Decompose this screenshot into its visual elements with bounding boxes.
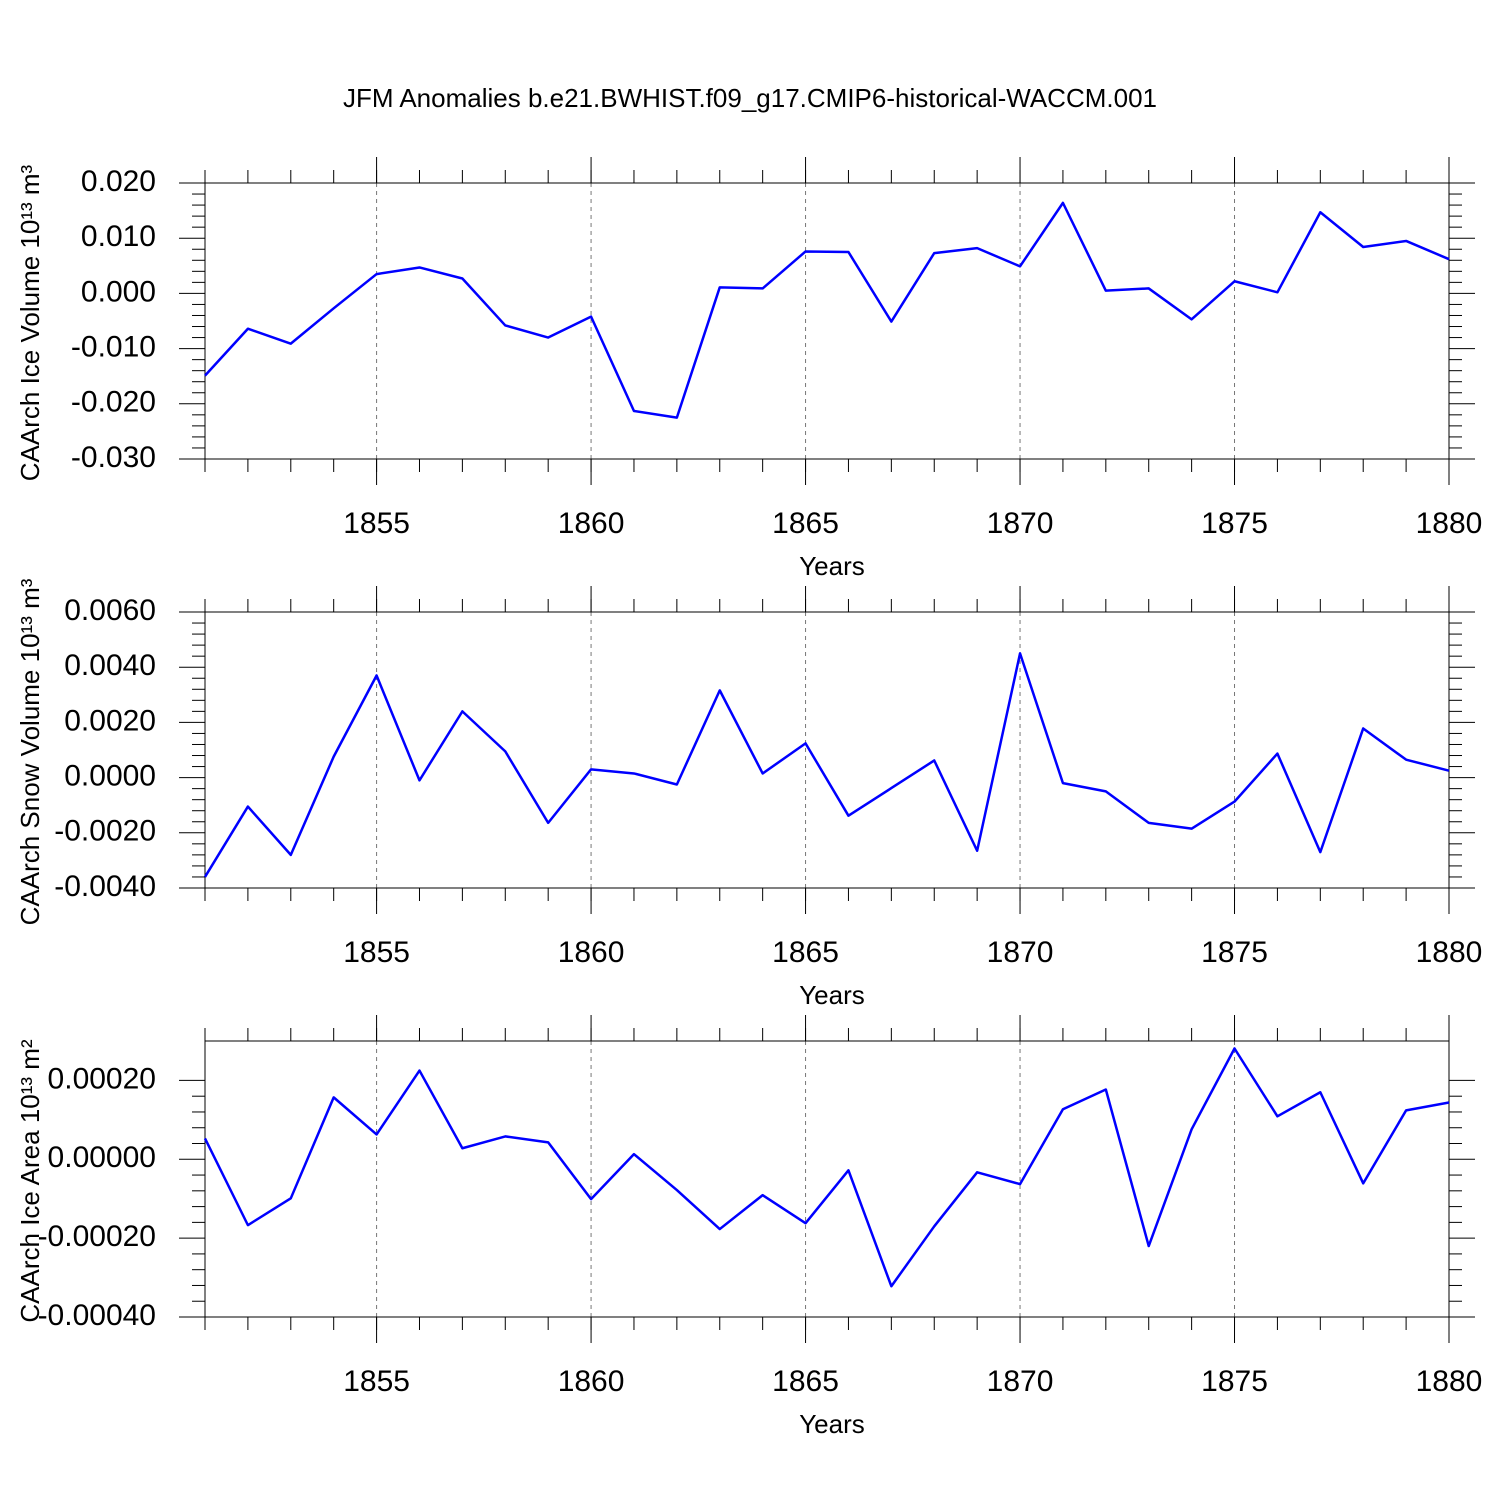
- x-axis-title: Years: [799, 551, 865, 581]
- x-tick-label: 1880: [1416, 1365, 1483, 1398]
- x-tick-label: 1880: [1416, 936, 1483, 969]
- x-tick-label: 1860: [558, 507, 625, 540]
- y-tick-label: 0.020: [81, 165, 156, 198]
- y-tick-label: 0.00000: [48, 1141, 156, 1174]
- x-tick-label: 1870: [987, 936, 1054, 969]
- y-tick-label: -0.00020: [38, 1220, 156, 1253]
- y-tick-label: 0.00020: [48, 1062, 156, 1095]
- x-axis-title: Years: [799, 1409, 865, 1439]
- x-tick-label: 1875: [1201, 936, 1268, 969]
- x-tick-label: 1865: [772, 936, 839, 969]
- x-axis-title: Years: [799, 980, 865, 1010]
- plot-frame: [204, 1040, 1450, 1318]
- x-tick-label: 1860: [558, 1365, 625, 1398]
- y-tick-label: 0.0020: [64, 704, 156, 737]
- data-line: [204, 201, 1450, 419]
- x-tick-label: 1855: [343, 1365, 410, 1398]
- y-tick-label: 0.000: [81, 275, 156, 308]
- x-tick-label: 1875: [1201, 507, 1268, 540]
- x-tick-label: 1875: [1201, 1365, 1268, 1398]
- y-tick-label: 0.010: [81, 220, 156, 253]
- y-axis-title: CAArch Ice Area 10¹³ m²: [15, 1039, 45, 1323]
- y-tick-label: -0.010: [71, 331, 156, 364]
- y-axis-title: CAArch Snow Volume 10¹³ m³: [15, 578, 45, 925]
- plot-frame: [204, 182, 1450, 460]
- x-tick-label: 1865: [772, 507, 839, 540]
- y-tick-label: 0.0060: [64, 594, 156, 627]
- x-tick-label: 1880: [1416, 507, 1483, 540]
- x-tick-label: 1870: [987, 1365, 1054, 1398]
- y-tick-label: -0.0020: [54, 815, 156, 848]
- x-tick-label: 1860: [558, 936, 625, 969]
- x-tick-label: 1855: [343, 936, 410, 969]
- y-axis-title: CAArch Ice Volume 10¹³ m³: [15, 164, 45, 481]
- y-tick-label: -0.020: [71, 386, 156, 419]
- y-tick-label: -0.00040: [38, 1299, 156, 1332]
- y-tick-label: 0.0000: [64, 760, 156, 793]
- x-tick-label: 1855: [343, 507, 410, 540]
- y-tick-label: -0.030: [71, 441, 156, 474]
- x-tick-label: 1865: [772, 1365, 839, 1398]
- plot-frame: [204, 611, 1450, 889]
- y-tick-label: 0.0040: [64, 649, 156, 682]
- data-line: [203, 652, 1450, 878]
- data-line: [203, 1047, 1450, 1288]
- y-tick-label: -0.0040: [54, 870, 156, 903]
- figure-title: JFM Anomalies b.e21.BWHIST.f09_g17.CMIP6…: [343, 83, 1157, 113]
- x-tick-label: 1870: [987, 507, 1054, 540]
